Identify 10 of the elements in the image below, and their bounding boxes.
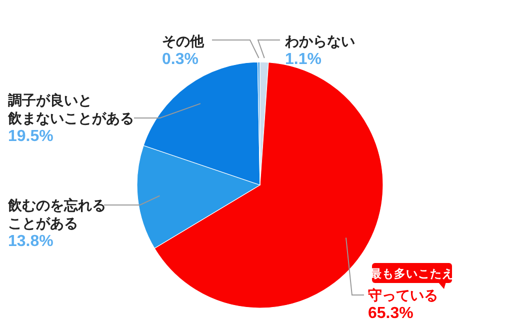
slice-label: わからない	[284, 34, 355, 50]
slice-label: 調子が良いと飲まないことがある	[7, 92, 134, 127]
data-label: 19.5%	[8, 128, 54, 145]
slice-label: その他	[162, 34, 205, 50]
data-label: 1.1%	[285, 51, 322, 68]
legend-label: 守っている	[368, 287, 438, 304]
data-label: 0.3%	[162, 51, 198, 68]
data-label: 13.8%	[8, 233, 54, 250]
data-label: 65.3%	[368, 305, 414, 322]
slice-label: 飲むのを忘れることがある	[7, 197, 106, 232]
